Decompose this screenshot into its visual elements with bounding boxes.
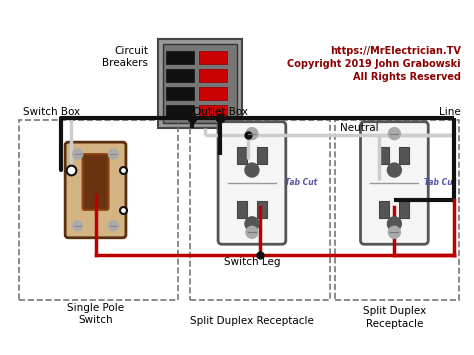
Text: Split Duplex
Receptacle: Split Duplex Receptacle xyxy=(363,306,426,329)
FancyBboxPatch shape xyxy=(65,142,126,238)
FancyBboxPatch shape xyxy=(257,201,267,218)
FancyBboxPatch shape xyxy=(158,39,243,128)
Circle shape xyxy=(109,221,118,231)
FancyBboxPatch shape xyxy=(166,51,194,65)
Text: Switch Leg: Switch Leg xyxy=(224,257,280,267)
Circle shape xyxy=(388,226,401,238)
FancyBboxPatch shape xyxy=(361,122,428,244)
Circle shape xyxy=(73,149,82,159)
Circle shape xyxy=(245,217,259,231)
Text: Split Duplex Receptacle: Split Duplex Receptacle xyxy=(190,316,314,327)
FancyBboxPatch shape xyxy=(237,201,247,218)
FancyBboxPatch shape xyxy=(199,70,227,82)
Circle shape xyxy=(246,128,258,140)
FancyBboxPatch shape xyxy=(199,105,227,118)
Text: https://MrElectrician.TV
Copyright 2019 John Grabowski
All Rights Reserved: https://MrElectrician.TV Copyright 2019 … xyxy=(288,45,461,82)
Text: Switch Box: Switch Box xyxy=(23,107,80,117)
FancyBboxPatch shape xyxy=(400,201,410,218)
FancyBboxPatch shape xyxy=(199,87,227,100)
FancyBboxPatch shape xyxy=(82,154,109,210)
Circle shape xyxy=(245,163,259,177)
FancyBboxPatch shape xyxy=(380,201,390,218)
FancyBboxPatch shape xyxy=(163,44,237,123)
Text: Circuit
Breakers: Circuit Breakers xyxy=(102,45,148,68)
FancyBboxPatch shape xyxy=(166,87,194,100)
Text: Tab Cut: Tab Cut xyxy=(424,179,456,187)
Text: Outlet Box: Outlet Box xyxy=(193,107,248,117)
FancyBboxPatch shape xyxy=(257,147,267,164)
FancyBboxPatch shape xyxy=(166,105,194,118)
Circle shape xyxy=(246,226,258,238)
Circle shape xyxy=(73,221,82,231)
FancyBboxPatch shape xyxy=(237,147,247,164)
Text: Tab Cut: Tab Cut xyxy=(285,179,317,187)
Text: Single Pole
Switch: Single Pole Switch xyxy=(67,302,124,325)
Circle shape xyxy=(109,149,118,159)
FancyBboxPatch shape xyxy=(400,147,410,164)
Circle shape xyxy=(387,163,401,177)
Text: Neutral: Neutral xyxy=(339,123,378,133)
FancyBboxPatch shape xyxy=(380,147,390,164)
Circle shape xyxy=(387,217,401,231)
Circle shape xyxy=(388,128,401,140)
FancyBboxPatch shape xyxy=(199,51,227,65)
FancyBboxPatch shape xyxy=(218,122,286,244)
FancyBboxPatch shape xyxy=(166,70,194,82)
Text: Line: Line xyxy=(439,107,461,117)
